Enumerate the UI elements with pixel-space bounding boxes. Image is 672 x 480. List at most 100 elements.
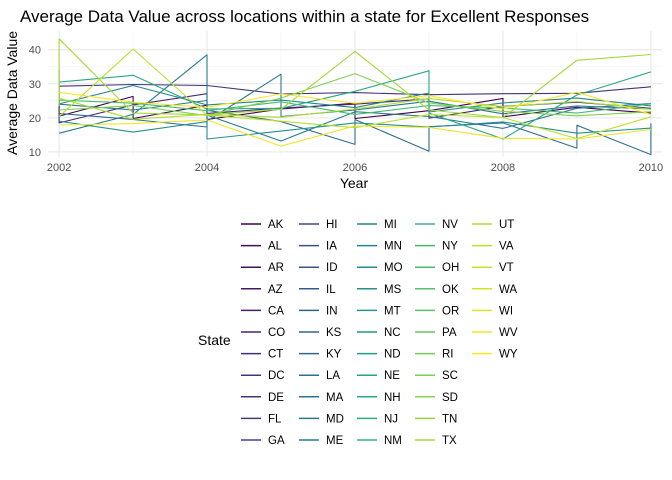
legend-item-de: DE — [241, 392, 284, 404]
legend-item-nv: NV — [415, 219, 458, 231]
legend-label: KS — [326, 327, 342, 339]
legend-title: State — [198, 332, 231, 348]
legend-item-me: ME — [299, 435, 344, 447]
legend-label: NE — [384, 370, 400, 382]
legend-label: MD — [326, 413, 344, 425]
legend-label: NY — [442, 241, 458, 253]
legend-item-co: CO — [241, 327, 285, 339]
legend-label: GA — [268, 435, 285, 447]
legend-item-nc: NC — [357, 327, 401, 339]
y-tick-label: 20 — [29, 113, 41, 125]
legend-label: HI — [326, 219, 338, 231]
legend-item-wy: WY — [472, 349, 518, 361]
legend-label: DC — [268, 370, 285, 382]
legend-item-tn: TN — [415, 413, 457, 425]
legend-label: VT — [499, 262, 514, 274]
legend-item-md: MD — [299, 413, 344, 425]
legend-label: IA — [326, 241, 337, 253]
legend-label: WI — [499, 305, 513, 317]
legend-label: NC — [384, 327, 401, 339]
series-line-wv — [59, 119, 651, 147]
legend-label: ID — [326, 262, 338, 274]
series-line-tx — [58, 38, 651, 119]
legend-item-hi: HI — [299, 219, 338, 231]
legend-item-fl: FL — [241, 413, 282, 425]
legend-label: WV — [499, 327, 518, 339]
x-axis-label: Year — [340, 175, 369, 191]
legend-item-wv: WV — [472, 327, 518, 339]
legend-item-ri: RI — [415, 349, 454, 361]
legend-label: LA — [326, 370, 340, 382]
legend-label: VA — [499, 241, 514, 253]
legend-item-ga: GA — [241, 435, 285, 447]
legend-item-oh: OH — [415, 262, 459, 274]
legend-item-sd: SD — [415, 392, 458, 404]
legend-label: MI — [384, 219, 397, 231]
legend-item-ne: NE — [357, 370, 400, 382]
legend-item-il: IL — [299, 284, 336, 296]
legend-item-ks: KS — [299, 327, 342, 339]
legend-label: RI — [442, 349, 454, 361]
legend-label: IL — [326, 284, 336, 296]
series-line-ut — [58, 97, 651, 120]
legend-item-sc: SC — [415, 370, 458, 382]
legend-label: NM — [384, 435, 402, 447]
legend-item-dc: DC — [241, 370, 285, 382]
legend-label: WA — [499, 284, 517, 296]
legend-item-al: AL — [241, 241, 283, 253]
legend-item-nh: NH — [357, 392, 401, 404]
x-tick-label: 2008 — [491, 162, 515, 174]
legend-label: OK — [442, 284, 459, 296]
legend-label: UT — [499, 219, 514, 231]
legend: AK AL AR AZ CA CO CT DC DE FL GA HI IA ID IL IN KS KY LA MA… — [241, 219, 518, 447]
legend-item-ct: CT — [241, 349, 283, 361]
y-tick-label: 10 — [29, 147, 41, 159]
legend-item-ar: AR — [241, 262, 284, 274]
legend-item-vt: VT — [472, 262, 514, 274]
y-axis: 10 20 30 40 — [29, 45, 41, 159]
y-axis-label: Average Data Value — [4, 31, 20, 155]
legend-item-in: IN — [299, 305, 338, 317]
legend-item-ak: AK — [241, 219, 284, 231]
legend-item-mt: MT — [357, 305, 401, 317]
legend-item-ma: MA — [299, 392, 344, 404]
legend-item-wi: WI — [472, 305, 513, 317]
legend-label: MN — [384, 241, 402, 253]
y-tick-label: 40 — [29, 45, 41, 57]
legend-label: SD — [442, 392, 458, 404]
legend-item-ms: MS — [357, 284, 402, 296]
legend-label: NV — [442, 219, 458, 231]
legend-item-mo: MO — [357, 262, 403, 274]
legend-item-or: OR — [415, 305, 459, 317]
legend-label: OH — [442, 262, 459, 274]
legend-label: IN — [326, 305, 338, 317]
x-tick-label: 2002 — [47, 162, 71, 174]
legend-label: TN — [442, 413, 457, 425]
legend-item-pa: PA — [415, 327, 457, 339]
legend-item-ia: IA — [299, 241, 337, 253]
legend-label: DE — [268, 392, 284, 404]
legend-label: NJ — [384, 413, 398, 425]
legend-label: AL — [268, 241, 283, 253]
legend-label: MS — [384, 284, 402, 296]
legend-item-wa: WA — [472, 284, 517, 296]
legend-label: AR — [268, 262, 284, 274]
legend-label: PA — [442, 327, 457, 339]
x-axis: 2002 2004 2006 2008 2010 — [47, 162, 663, 174]
legend-item-ny: NY — [415, 241, 458, 253]
legend-item-tx: TX — [415, 435, 457, 447]
x-tick-label: 2004 — [195, 162, 219, 174]
legend-label: TX — [442, 435, 457, 447]
series-line-va — [58, 48, 652, 140]
legend-label: FL — [268, 413, 282, 425]
series-line-md — [59, 73, 651, 122]
legend-label: CO — [268, 327, 285, 339]
legend-label: CT — [268, 349, 283, 361]
legend-item-ky: KY — [299, 349, 342, 361]
legend-label: MO — [384, 262, 403, 274]
series-line-wy — [59, 91, 652, 115]
legend-label: NH — [384, 392, 401, 404]
legend-label: KY — [326, 349, 342, 361]
legend-label: ND — [384, 349, 401, 361]
